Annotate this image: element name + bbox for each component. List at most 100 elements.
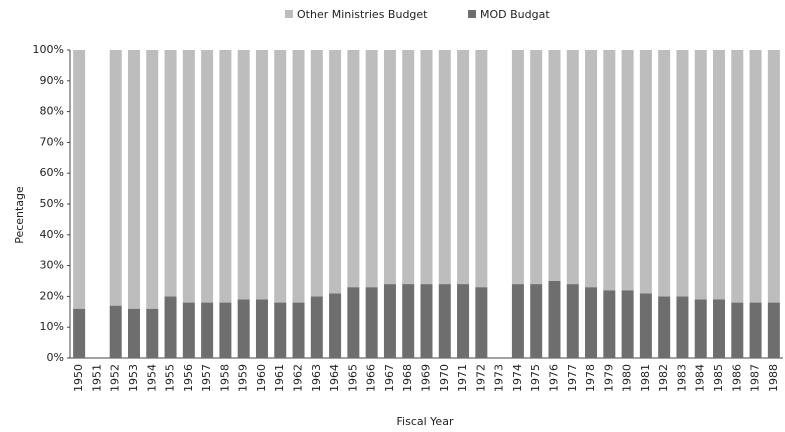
bar-segment: [767, 302, 780, 358]
x-tick-label: 1959: [237, 364, 250, 392]
x-axis-label: Fiscal Year: [397, 415, 454, 428]
bar-segment: [164, 50, 177, 297]
y-tick-label: 0%: [47, 351, 64, 364]
x-tick-label: 1976: [547, 364, 560, 392]
x-tick-label: 1987: [749, 364, 762, 392]
x-tick-label: 1973: [493, 364, 506, 392]
bar-segment: [676, 50, 689, 297]
x-tick-label: 1965: [346, 364, 359, 392]
bar-segment: [182, 50, 195, 303]
bar-segment: [457, 284, 470, 358]
y-tick-label: 90%: [40, 74, 64, 87]
bar-segment: [347, 50, 360, 288]
bar-segment: [639, 293, 652, 358]
x-tick-label: 1962: [292, 364, 305, 392]
x-tick-label: 1960: [255, 364, 268, 392]
bar-segment: [475, 287, 488, 358]
y-tick-label: 70%: [40, 135, 64, 148]
bar-segment: [237, 50, 250, 300]
bar-segment: [438, 50, 451, 285]
x-tick-label: 1978: [584, 364, 597, 392]
bar-segment: [182, 302, 195, 358]
bar-segment: [310, 296, 323, 358]
x-tick-label: 1952: [109, 364, 122, 392]
bar-segment: [329, 293, 342, 358]
bar-segment: [511, 50, 524, 285]
bar-segment: [548, 50, 561, 281]
bar-segment: [127, 308, 140, 358]
x-tick-label: 1979: [602, 364, 615, 392]
y-tick-label: 10%: [40, 320, 64, 333]
bar-segment: [127, 50, 140, 309]
bar-segment: [73, 50, 86, 309]
bar-segment: [237, 299, 250, 358]
bar-segment: [402, 284, 415, 358]
x-tick-label: 1956: [182, 364, 195, 392]
bar-segment: [621, 290, 634, 358]
bar-segment: [402, 50, 415, 285]
bar-segment: [73, 308, 86, 358]
x-tick-label: 1983: [675, 364, 688, 392]
bar-segment: [109, 50, 122, 306]
bar-segment: [767, 50, 780, 303]
x-tick-label: 1953: [127, 364, 140, 392]
legend-swatch: [285, 10, 293, 18]
bar-segment: [383, 284, 396, 358]
bar-segment: [603, 50, 616, 291]
bar-segment: [749, 302, 762, 358]
bar-segment: [219, 302, 232, 358]
y-tick-label: 20%: [40, 289, 64, 302]
bar-segment: [713, 50, 726, 300]
x-tick-label: 1975: [529, 364, 542, 392]
bar-segment: [530, 284, 543, 358]
bar-segment: [639, 50, 652, 294]
bar-segment: [255, 299, 268, 358]
bar-segment: [383, 50, 396, 285]
x-tick-label: 1986: [730, 364, 743, 392]
x-tick-label: 1970: [438, 364, 451, 392]
x-tick-label: 1955: [164, 364, 177, 392]
bar-segment: [658, 296, 671, 358]
x-tick-label: 1985: [712, 364, 725, 392]
x-tick-label: 1951: [90, 364, 103, 392]
bar-segment: [347, 287, 360, 358]
y-tick-label: 60%: [40, 166, 64, 179]
x-tick-label: 1954: [145, 364, 158, 392]
bar-segment: [475, 50, 488, 288]
bar-segment: [530, 50, 543, 285]
bar-segment: [749, 50, 762, 303]
bar-segment: [329, 50, 342, 294]
bar-segment: [274, 50, 287, 303]
bar-segment: [146, 50, 159, 309]
bar-segment: [621, 50, 634, 291]
bar-segment: [420, 50, 433, 285]
legend-swatch: [468, 10, 476, 18]
bar-segment: [201, 50, 214, 303]
y-tick-label: 40%: [40, 228, 64, 241]
x-tick-label: 1977: [566, 364, 579, 392]
bar-segment: [603, 290, 616, 358]
legend-label: Other Ministries Budget: [297, 8, 428, 21]
x-tick-label: 1950: [72, 364, 85, 392]
x-tick-label: 1974: [511, 364, 524, 392]
bar-segment: [310, 50, 323, 297]
x-tick-label: 1958: [218, 364, 231, 392]
bar-segment: [274, 302, 287, 358]
bar-segment: [255, 50, 268, 300]
bar-segment: [164, 296, 177, 358]
bar-segment: [365, 50, 378, 288]
bar-segment: [420, 284, 433, 358]
legend-label: MOD Budgat: [480, 8, 550, 21]
x-tick-label: 1981: [639, 364, 652, 392]
y-tick-label: 100%: [33, 43, 64, 56]
x-tick-label: 1957: [200, 364, 213, 392]
x-tick-label: 1969: [420, 364, 433, 392]
bar-segment: [585, 50, 598, 288]
x-tick-label: 1988: [767, 364, 780, 392]
bar-segment: [457, 50, 470, 285]
bar-segment: [658, 50, 671, 297]
bar-segment: [694, 50, 707, 300]
bar-segment: [566, 284, 579, 358]
x-tick-label: 1961: [273, 364, 286, 392]
